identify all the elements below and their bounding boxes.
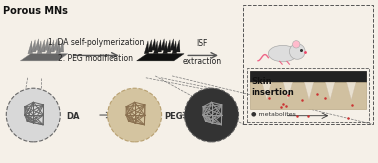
Text: extraction: extraction	[183, 57, 222, 66]
Polygon shape	[148, 40, 152, 52]
Text: 1. DA self-polymerization: 1. DA self-polymerization	[48, 38, 144, 47]
Polygon shape	[175, 40, 180, 52]
Text: ISF: ISF	[197, 39, 208, 48]
Polygon shape	[31, 40, 36, 52]
Polygon shape	[262, 82, 271, 100]
Polygon shape	[166, 40, 171, 52]
Text: PEG: PEG	[164, 112, 183, 121]
Text: ● metabolites: ● metabolites	[251, 111, 296, 116]
Text: Porous MNs: Porous MNs	[3, 6, 68, 16]
Circle shape	[184, 88, 239, 142]
Circle shape	[293, 41, 300, 48]
Circle shape	[108, 88, 162, 142]
Polygon shape	[40, 40, 45, 52]
Polygon shape	[144, 41, 149, 54]
Polygon shape	[53, 39, 58, 50]
Circle shape	[6, 88, 60, 142]
Polygon shape	[170, 39, 174, 50]
Polygon shape	[172, 41, 177, 54]
Polygon shape	[56, 41, 60, 54]
Polygon shape	[50, 40, 54, 52]
FancyBboxPatch shape	[250, 71, 366, 82]
Polygon shape	[137, 54, 184, 61]
Polygon shape	[44, 39, 49, 50]
Ellipse shape	[268, 45, 297, 62]
Polygon shape	[28, 41, 33, 54]
Polygon shape	[46, 41, 51, 54]
Polygon shape	[20, 54, 68, 61]
Polygon shape	[160, 39, 165, 50]
Polygon shape	[347, 82, 356, 100]
Polygon shape	[37, 41, 42, 54]
Circle shape	[290, 44, 305, 59]
Polygon shape	[157, 40, 161, 52]
Text: Skin: Skin	[251, 77, 271, 86]
Polygon shape	[163, 41, 167, 54]
Polygon shape	[153, 41, 158, 54]
Polygon shape	[304, 82, 314, 100]
Polygon shape	[151, 39, 156, 50]
FancyBboxPatch shape	[250, 82, 366, 109]
Polygon shape	[325, 82, 335, 100]
Polygon shape	[35, 39, 39, 50]
Text: DA: DA	[66, 112, 79, 121]
Text: 2. PEG modification: 2. PEG modification	[59, 54, 133, 63]
Polygon shape	[59, 40, 64, 52]
Text: insertion: insertion	[251, 88, 294, 97]
Polygon shape	[283, 82, 293, 100]
